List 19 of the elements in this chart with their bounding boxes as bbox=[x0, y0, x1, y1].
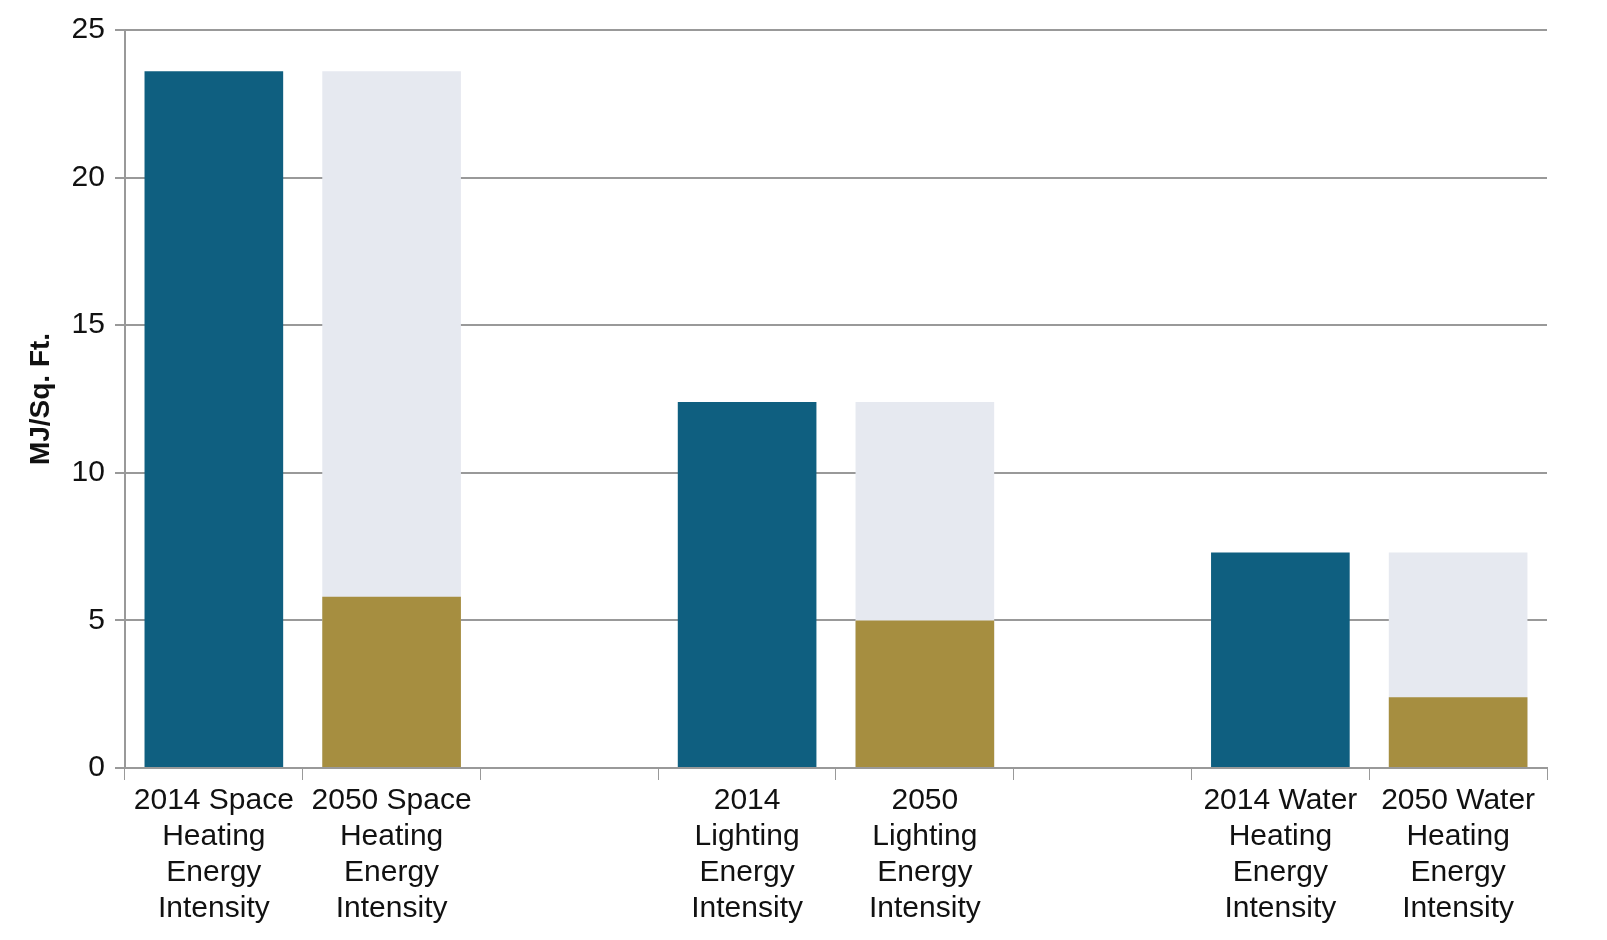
y-tick-label: 25 bbox=[71, 11, 105, 45]
bar bbox=[1211, 552, 1350, 767]
bar bbox=[1388, 697, 1528, 767]
y-tick-label: 10 bbox=[71, 454, 105, 488]
y-tick-label: 15 bbox=[71, 306, 105, 340]
y-tick-label: 5 bbox=[88, 601, 105, 635]
bar bbox=[677, 401, 817, 767]
bar bbox=[855, 620, 995, 767]
bar bbox=[144, 71, 284, 767]
x-tick-label: 2014 Lighting Energy Intensity bbox=[691, 782, 803, 924]
x-tick-label: 2050 Space Heating Energy Intensity bbox=[311, 782, 472, 924]
x-tick-label: 2014 Space Heating Energy Intensity bbox=[133, 782, 294, 924]
bar bbox=[322, 596, 461, 767]
y-axis-title: MJ/Sq. Ft. bbox=[23, 332, 55, 466]
x-tick-label: 2014 Water Heating Energy Intensity bbox=[1203, 782, 1358, 924]
y-tick-label: 0 bbox=[88, 749, 105, 783]
x-tick-label: 2050 Lighting Energy Intensity bbox=[868, 782, 981, 924]
y-tick-label: 20 bbox=[71, 158, 105, 192]
x-tick-label: 2050 Water Heating Energy Intensity bbox=[1381, 782, 1536, 924]
